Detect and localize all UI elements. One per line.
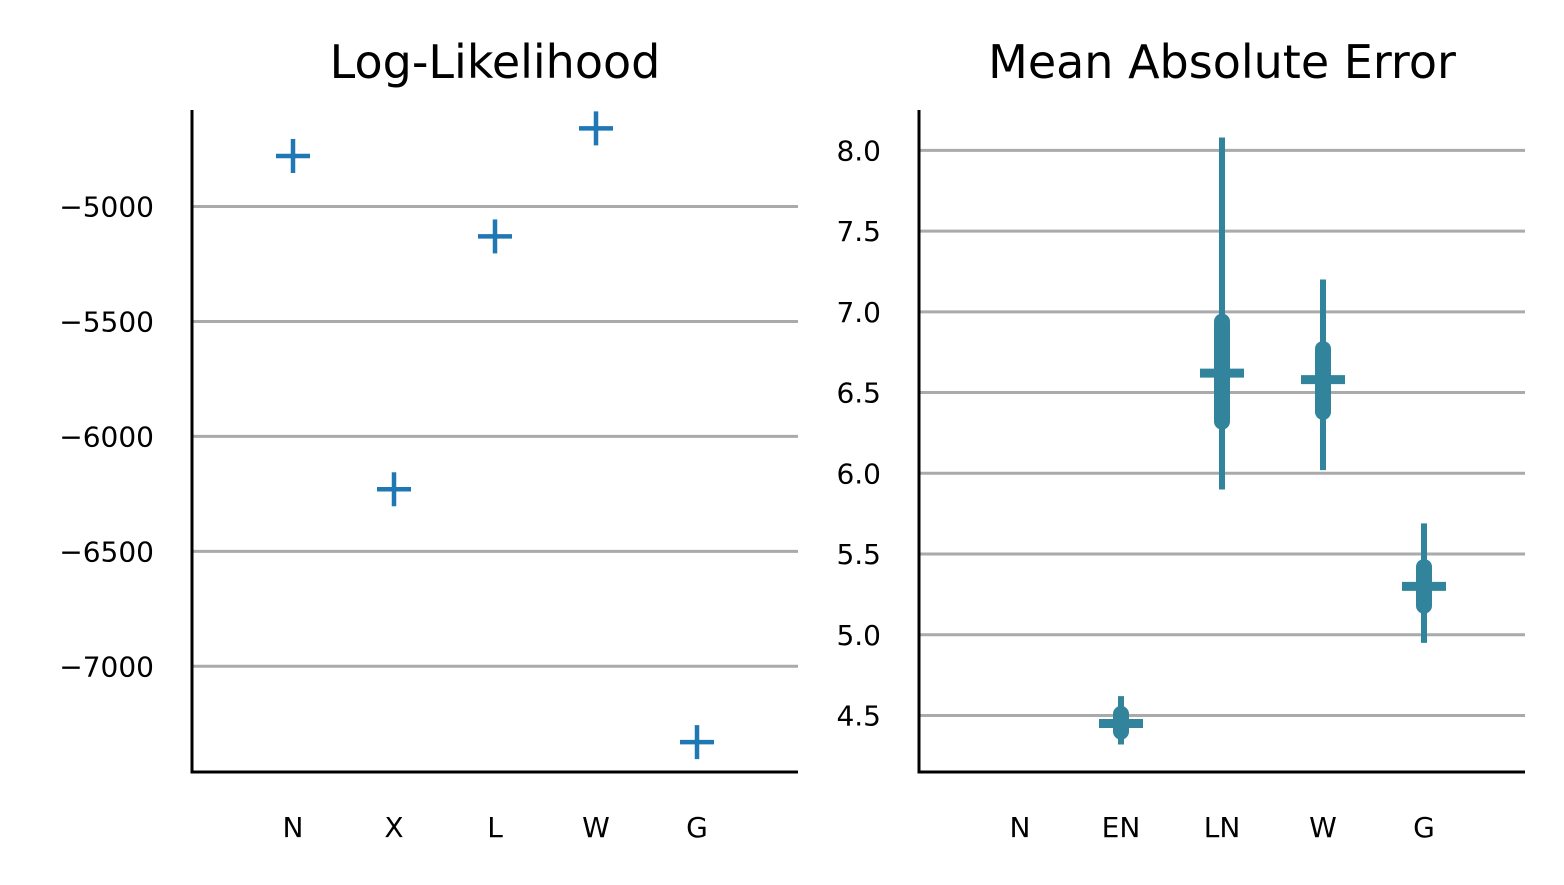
grid-lines	[192, 205, 798, 668]
y-tick-labels: −5000 −5500 −6000 −6500 −7000	[59, 191, 154, 684]
y-tick-label: 8.0	[836, 134, 881, 167]
y-tick-label: 4.5	[836, 699, 881, 732]
x-tick-label: N	[283, 811, 304, 844]
mean-absolute-error-panel: Mean Absolute Error 4.5 5.0 5.5 6.0 6.5 7.0 7.…	[836, 35, 1525, 844]
data-points	[276, 111, 714, 760]
data-point-EN	[1099, 696, 1143, 745]
y-tick-label: 7.0	[836, 296, 881, 329]
y-tick-label: −6500	[59, 535, 154, 568]
x-tick-label: G	[686, 811, 708, 844]
data-point-N	[276, 138, 310, 173]
y-tick-label: −6000	[59, 420, 154, 453]
chart-title: Log-Likelihood	[330, 35, 661, 89]
log-likelihood-panel: Log-Likelihood −5000 −5500 −6000 −6500 −7000…	[59, 35, 798, 844]
x-tick-labels: N EN LN W G	[1010, 811, 1435, 844]
data-point-L	[478, 219, 512, 254]
x-tick-label: EN	[1102, 811, 1141, 844]
y-tick-label: −5000	[59, 191, 154, 224]
x-tick-label: LN	[1204, 811, 1241, 844]
data-point-G	[1402, 523, 1446, 643]
x-tick-label: W	[582, 811, 610, 844]
chart-title: Mean Absolute Error	[988, 35, 1456, 89]
y-tick-label: −7000	[59, 650, 154, 683]
y-tick-label: 6.5	[836, 377, 881, 410]
y-tick-label: 7.5	[836, 215, 881, 248]
x-tick-label: L	[487, 811, 503, 844]
x-tick-label: N	[1010, 811, 1031, 844]
data-point-LN	[1200, 137, 1244, 490]
data-point-G	[680, 725, 714, 760]
x-tick-label: X	[384, 811, 403, 844]
y-tick-label: 6.0	[836, 457, 881, 490]
data-point-W	[1301, 279, 1345, 471]
data-point-W	[579, 111, 613, 146]
x-tick-label: W	[1309, 811, 1337, 844]
y-tick-label: 5.5	[836, 538, 881, 571]
data-point-X	[377, 472, 411, 507]
y-tick-label: 5.0	[836, 619, 881, 652]
data-points	[1099, 137, 1446, 745]
x-tick-label: G	[1413, 811, 1435, 844]
y-tick-label: −5500	[59, 305, 154, 338]
y-tick-labels: 4.5 5.0 5.5 6.0 6.5 7.0 7.5 8.0	[836, 134, 881, 732]
